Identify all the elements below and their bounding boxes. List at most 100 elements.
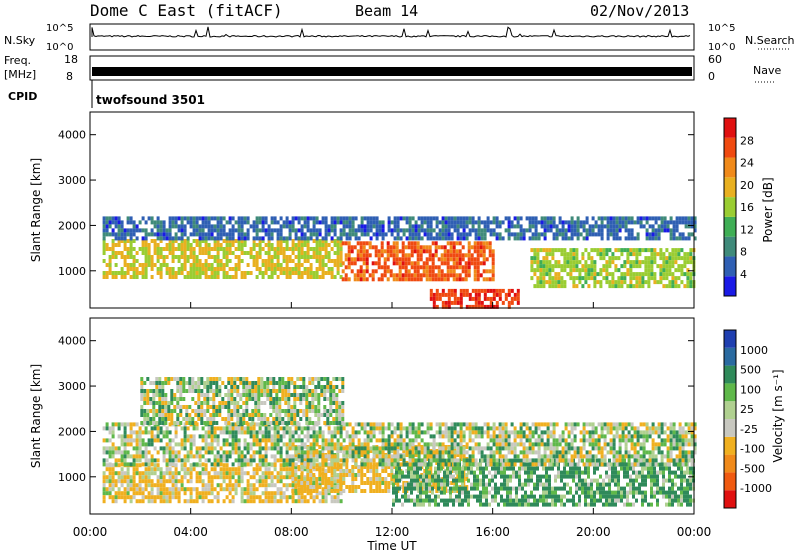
heatmap-cell: [662, 276, 666, 281]
heatmap-cell: [647, 458, 650, 463]
heatmap-cell: [252, 255, 256, 259]
heatmap-cell: [435, 296, 439, 301]
heatmap-cell: [219, 216, 223, 221]
heatmap-cell: [330, 450, 334, 455]
heatmap-cell: [222, 454, 226, 459]
heatmap-cell: [656, 470, 659, 475]
heatmap-cell: [356, 277, 360, 282]
heatmap-cell: [665, 248, 669, 253]
heatmap-cell: [291, 243, 295, 247]
heatmap-cell: [492, 288, 496, 293]
heatmap-cell: [336, 495, 340, 500]
heatmap-cell: [629, 260, 633, 265]
heatmap-cell: [614, 268, 618, 273]
heatmap-cell: [536, 482, 539, 487]
heatmap-cell: [279, 216, 283, 221]
heatmap-cell: [635, 280, 639, 285]
heatmap-cell: [542, 272, 546, 277]
heatmap-cell: [264, 228, 268, 233]
heatmap-cell: [192, 247, 196, 251]
heatmap-cell: [309, 247, 313, 251]
heatmap-cell: [195, 267, 199, 271]
heatmap-cell: [180, 458, 184, 463]
heatmap-cell: [312, 275, 316, 279]
heatmap-cell: [620, 490, 623, 495]
heatmap-cell: [402, 228, 406, 233]
heatmap-cell: [441, 228, 445, 233]
heatmap-cell: [210, 216, 214, 221]
heatmap-cell: [494, 470, 497, 475]
heatmap-cell: [608, 272, 612, 277]
heatmap-cell: [411, 228, 415, 233]
heatmap-cell: [186, 450, 190, 455]
heatmap-cell: [216, 259, 220, 263]
heatmap-cell: [582, 236, 586, 241]
heatmap-cell: [359, 265, 363, 270]
heatmap-cell: [264, 430, 268, 435]
heatmap-cell: [474, 288, 478, 293]
heatmap-cell: [237, 479, 241, 484]
heatmap-cell: [246, 491, 250, 496]
heatmap-cell: [503, 502, 506, 507]
heatmap-cell: [261, 239, 265, 243]
heatmap-cell: [483, 304, 487, 309]
heatmap-cell: [279, 446, 283, 451]
heatmap-cell: [677, 494, 680, 499]
heatmap-cell: [357, 450, 361, 455]
heatmap-cell: [657, 232, 661, 237]
heatmap-cell: [102, 271, 106, 275]
heatmap-cell: [644, 498, 647, 503]
heatmap-cell: [473, 273, 477, 278]
heatmap-cell: [306, 271, 310, 275]
heatmap-cell: [297, 483, 301, 488]
heatmap-cell: [207, 471, 211, 476]
heatmap-cell: [366, 461, 370, 465]
heatmap-cell: [270, 259, 274, 263]
heatmap-cell: [551, 494, 554, 499]
heatmap-cell: [279, 239, 283, 243]
heatmap-cell: [671, 486, 674, 491]
heatmap-cell: [396, 232, 400, 237]
heatmap-cell: [419, 249, 423, 254]
heatmap-cell: [380, 265, 384, 270]
heatmap-cell: [252, 430, 256, 435]
heatmap-cell: [509, 466, 512, 471]
heatmap-cell: [165, 434, 169, 439]
heatmap-cell: [201, 434, 205, 439]
heatmap-cell: [668, 494, 671, 499]
heatmap-cell: [689, 502, 692, 507]
heatmap-cell: [186, 458, 190, 463]
heatmap-cell: [620, 252, 624, 257]
heatmap-cell: [168, 220, 172, 225]
heatmap-cell: [339, 477, 343, 481]
heatmap-cell: [533, 284, 537, 289]
heatmap-cell: [429, 296, 433, 301]
heatmap-cell: [413, 478, 416, 483]
heatmap-cell: [219, 259, 223, 263]
heatmap-cell: [599, 252, 603, 257]
heatmap-cell: [123, 450, 127, 455]
heatmap-cell: [534, 228, 538, 233]
heatmap-cell: [369, 477, 373, 481]
heatmap-cell: [204, 491, 208, 496]
heatmap-cell: [333, 259, 337, 263]
heatmap-cell: [285, 450, 289, 455]
heatmap-cell: [234, 239, 238, 243]
heatmap-cell: [579, 232, 583, 237]
heatmap-cell: [452, 241, 456, 246]
heatmap-cell: [552, 224, 556, 229]
heatmap-cell: [258, 495, 262, 500]
heatmap-cell: [575, 486, 578, 491]
heatmap-cell: [315, 454, 319, 459]
heatmap-cell: [222, 232, 226, 237]
heatmap-cell: [192, 434, 196, 439]
colorbar-tick-label: 8: [740, 246, 747, 259]
heatmap-cell: [321, 499, 325, 504]
heatmap-cell: [446, 478, 449, 483]
heatmap-cell: [659, 280, 663, 285]
power-heatmap: [102, 216, 697, 309]
heatmap-cell: [375, 465, 379, 469]
heatmap-cell: [384, 481, 388, 485]
heatmap-cell: [518, 466, 521, 471]
heatmap-cell: [624, 220, 628, 225]
